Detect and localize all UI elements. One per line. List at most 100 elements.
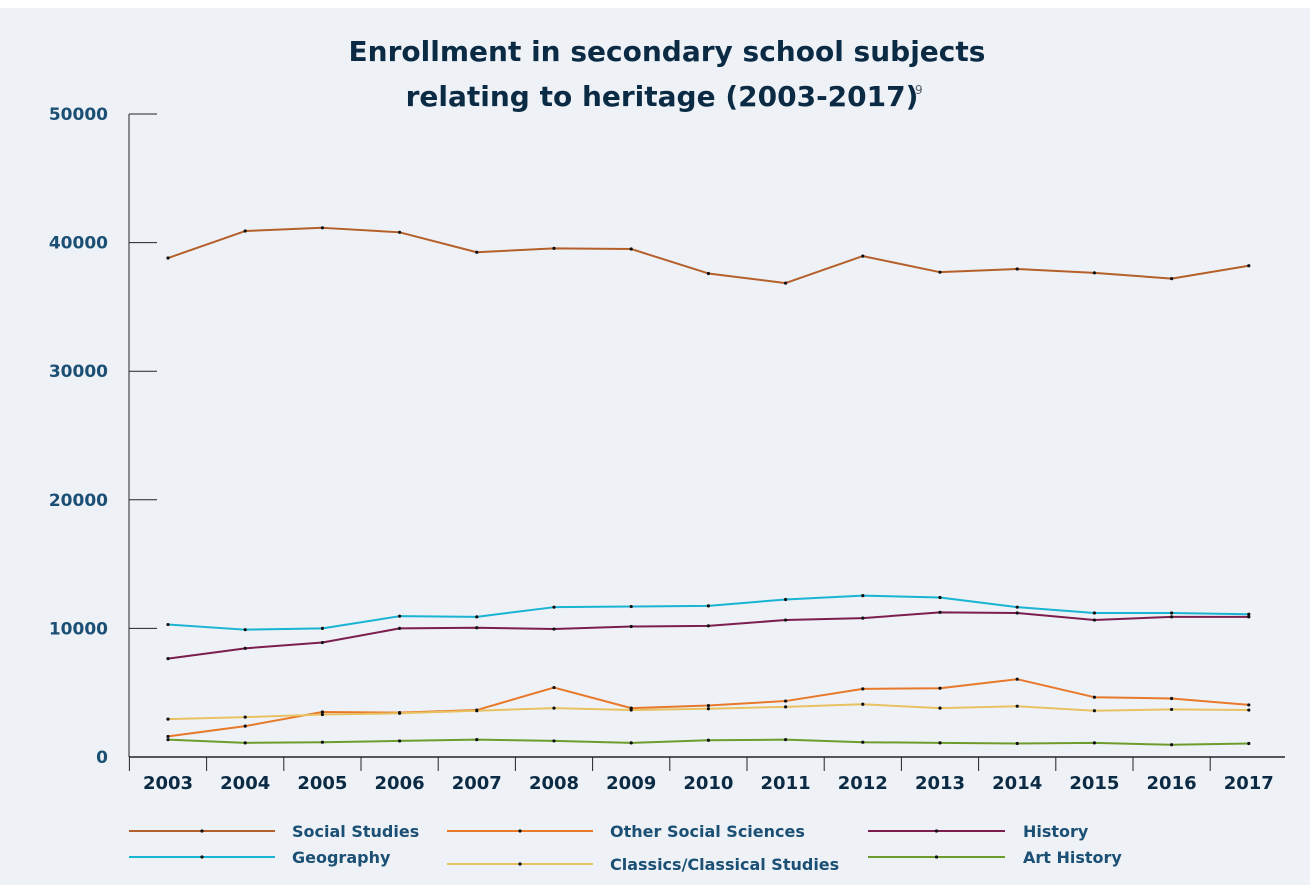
data-point: [398, 626, 402, 631]
data-point: [706, 707, 711, 711]
data-point: [706, 738, 711, 742]
data-point: [861, 740, 865, 744]
chart-panel: Enrollment in secondary school subjects …: [0, 8, 1310, 885]
data-point: [629, 247, 633, 251]
data-point: [475, 738, 479, 742]
x-tick-label: 2007: [452, 773, 502, 794]
series-line: [167, 611, 1249, 660]
data-point: [166, 256, 170, 260]
data-point: [629, 708, 633, 712]
series-history: [166, 610, 1251, 661]
data-point: [243, 724, 247, 728]
legend-item: Other Social Sciences: [447, 822, 805, 841]
data-point: [166, 717, 170, 721]
data-point: [784, 738, 788, 742]
data-point: [1170, 707, 1174, 712]
data-point: [1247, 612, 1251, 616]
data-point: [861, 254, 865, 258]
legend-item: History: [868, 822, 1089, 841]
x-tick-label: 2005: [297, 773, 347, 794]
series-social-studies: [166, 226, 1251, 285]
data-point: [1247, 741, 1251, 746]
data-point: [861, 616, 865, 620]
data-point: [1092, 695, 1096, 699]
data-point: [706, 624, 711, 628]
title-footnote-marker: 9: [915, 83, 923, 97]
data-point: [1015, 611, 1019, 615]
data-point: [1015, 677, 1019, 681]
x-tick-label: 2006: [375, 773, 425, 794]
series-classics-classical-studies: [166, 702, 1251, 721]
legend-marker: [934, 855, 939, 859]
series-lines: [166, 226, 1251, 747]
data-point: [1015, 267, 1019, 271]
legend-marker: [518, 829, 522, 833]
series-geography: [166, 594, 1251, 632]
y-tick-label: 20000: [49, 491, 108, 511]
data-point: [243, 628, 247, 632]
data-point: [320, 710, 324, 714]
data-point: [784, 705, 788, 709]
legend-marker: [200, 829, 204, 833]
chart-title-line2: relating to heritage (2003-2017): [406, 80, 919, 113]
data-point: [706, 703, 711, 708]
series-art-history: [166, 738, 1251, 747]
data-point: [552, 605, 556, 609]
data-point: [320, 712, 324, 717]
data-point: [861, 687, 865, 691]
data-point: [1092, 618, 1096, 622]
series-other-social-sciences: [166, 677, 1251, 739]
line-chart: Enrollment in secondary school subjects …: [49, 35, 1285, 874]
x-tick-label: 2011: [761, 773, 811, 794]
data-point: [1092, 709, 1096, 713]
data-point: [706, 604, 711, 608]
data-point: [784, 281, 788, 285]
x-tick-label: 2017: [1224, 773, 1274, 794]
data-point: [1092, 611, 1096, 615]
data-point: [861, 594, 865, 598]
legend-label: Classics/Classical Studies: [610, 855, 839, 874]
data-point: [938, 610, 942, 614]
legend-marker: [934, 829, 939, 833]
data-point: [1170, 696, 1174, 701]
y-tick-label: 50000: [49, 105, 108, 125]
data-point: [1015, 741, 1019, 746]
data-point: [475, 250, 479, 254]
data-point: [166, 622, 170, 627]
data-point: [1015, 605, 1019, 609]
legend-item: Geography: [129, 848, 391, 867]
data-point: [552, 685, 556, 690]
x-tick-label: 2016: [1147, 773, 1197, 794]
data-point: [1092, 741, 1096, 745]
chart-legend: Social Studies Other Social Sciences Histo…: [129, 822, 1122, 874]
data-point: [243, 741, 247, 745]
data-point: [166, 657, 170, 661]
data-point: [938, 741, 942, 745]
data-point: [475, 709, 479, 713]
legend-label: Geography: [292, 848, 391, 867]
data-point: [320, 640, 324, 645]
x-tick-label: 2010: [683, 773, 733, 794]
legend-label: Other Social Sciences: [610, 822, 805, 841]
data-point: [166, 738, 170, 742]
data-point: [398, 614, 402, 618]
x-tick-label: 2008: [529, 773, 579, 794]
chart-title-line1: Enrollment in secondary school subjects: [349, 35, 986, 68]
data-point: [552, 706, 556, 710]
data-point: [784, 618, 788, 622]
x-tick-label: 2015: [1069, 773, 1119, 794]
data-point: [398, 230, 402, 234]
x-tick-label: 2012: [838, 773, 888, 794]
chart-axes: 0 10000 20000 30000 40000 50000 2003 2004 2005 20…: [49, 105, 1285, 794]
data-point: [243, 646, 247, 650]
data-point: [1247, 615, 1251, 619]
y-tick-label: 40000: [49, 234, 108, 254]
data-point: [320, 226, 324, 230]
data-point: [1170, 277, 1174, 281]
data-point: [166, 734, 170, 739]
data-point: [1170, 615, 1174, 619]
legend-label: History: [1023, 822, 1089, 841]
data-point: [706, 271, 711, 276]
data-point: [784, 699, 788, 703]
data-point: [1170, 611, 1174, 615]
